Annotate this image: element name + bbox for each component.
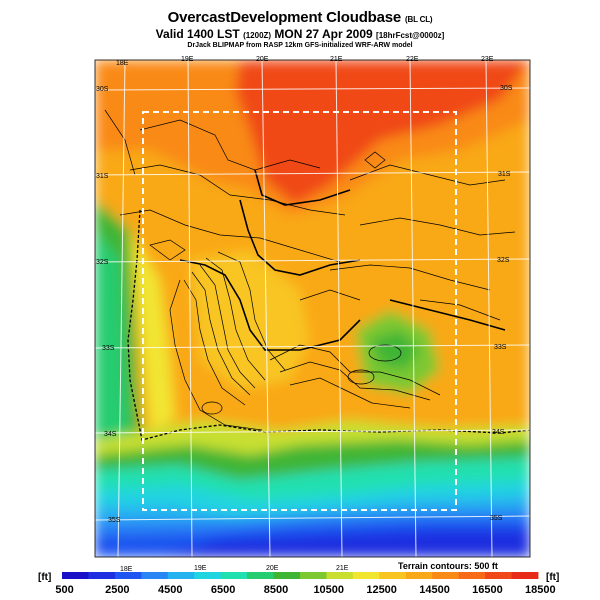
- scale-label: 4500: [157, 584, 183, 596]
- valid-time-line: Valid 1400 LST (1200Z) MON 27 Apr 2009 […: [0, 27, 600, 41]
- color-scale-swatch: [458, 572, 486, 579]
- scale-label: 16500: [472, 584, 503, 596]
- color-scale-swatch: [114, 572, 142, 579]
- lat-label-left-35s: 35S: [108, 517, 121, 524]
- scale-label: 8500: [263, 584, 289, 596]
- title-suffix: (BL CL): [405, 15, 433, 24]
- lon-label-bottom-19e: 19E: [194, 565, 207, 572]
- model-credit: DrJack BLIPMAP from RASP 12km GFS-initia…: [187, 42, 413, 49]
- lat-label-left-33s: 33S: [102, 345, 115, 352]
- unit-left: [ft]: [38, 572, 52, 583]
- lat-label-right-32s: 32S: [497, 257, 510, 264]
- lon-label-bottom-18e: 18E: [120, 566, 133, 573]
- valid-date: MON 27 Apr 2009: [274, 27, 373, 41]
- color-scale-swatch: [300, 572, 327, 579]
- lat-label-left-32s: 32S: [96, 259, 109, 266]
- scale-label: 6500: [210, 584, 236, 596]
- lon-label-top-22e: 22E: [406, 56, 419, 63]
- lat-label-right-30s: 30S: [500, 85, 513, 92]
- color-scale-swatch: [247, 572, 274, 579]
- lat-label-left-30s: 30S: [96, 86, 109, 93]
- scale-label: 12500: [366, 584, 397, 596]
- lat-label-right-35s: 35S: [490, 515, 503, 522]
- color-scale-swatch: [326, 572, 354, 579]
- title-text: OvercastDevelopment Cloudbase: [167, 9, 402, 26]
- lon-label-top-19e: 19E: [181, 56, 194, 63]
- color-scale-swatch: [194, 572, 222, 579]
- map-title: OvercastDevelopment Cloudbase (BL CL): [0, 9, 600, 26]
- valid-zulu: (1200Z): [243, 31, 272, 40]
- color-scale-swatch: [405, 572, 433, 579]
- lon-label-top-21e: 21E: [330, 56, 343, 63]
- lon-label-bottom-21e: 21E: [336, 565, 349, 572]
- lon-label-top-20e: 20E: [256, 56, 269, 63]
- scale-label: 10500: [313, 584, 345, 596]
- valid-label: Valid 1400 LST: [155, 27, 240, 41]
- lat-label-left-31s: 31S: [96, 173, 109, 180]
- lat-label-left-34s: 34S: [104, 431, 117, 438]
- lon-label-top-23e: 23E: [481, 56, 494, 63]
- scale-label: 500: [55, 584, 74, 596]
- color-scale-bar: [62, 572, 539, 579]
- color-scale-swatch: [379, 572, 407, 579]
- lat-label-right-33s: 33S: [494, 344, 507, 351]
- color-scale-swatch: [141, 572, 169, 579]
- lat-label-right-31s: 31S: [498, 171, 511, 178]
- map-field: [95, 60, 530, 557]
- color-scale-swatch: [511, 572, 539, 579]
- color-scale-swatch: [352, 572, 380, 579]
- lat-label-right-34s: 34S: [492, 429, 505, 436]
- color-scale-swatch: [167, 572, 195, 579]
- color-scale-swatch: [62, 572, 89, 579]
- terrain-contours-note: Terrain contours: 500 ft: [398, 561, 498, 571]
- scale-label: 2500: [105, 584, 130, 596]
- color-scale-swatch: [273, 572, 301, 579]
- scale-label: 14500: [419, 584, 450, 596]
- scale-label: 18500: [525, 584, 556, 596]
- color-scale-swatch: [220, 572, 248, 579]
- lon-label-top-18e: 18E: [116, 60, 129, 67]
- color-scale-swatch: [485, 572, 512, 579]
- lon-label-bottom-20e: 20E: [266, 565, 279, 572]
- unit-right: [ft]: [546, 572, 560, 583]
- forecast-tag: [18hrFcst@0000z]: [376, 31, 445, 40]
- color-scale-swatch: [432, 572, 460, 579]
- color-scale-swatch: [88, 572, 116, 579]
